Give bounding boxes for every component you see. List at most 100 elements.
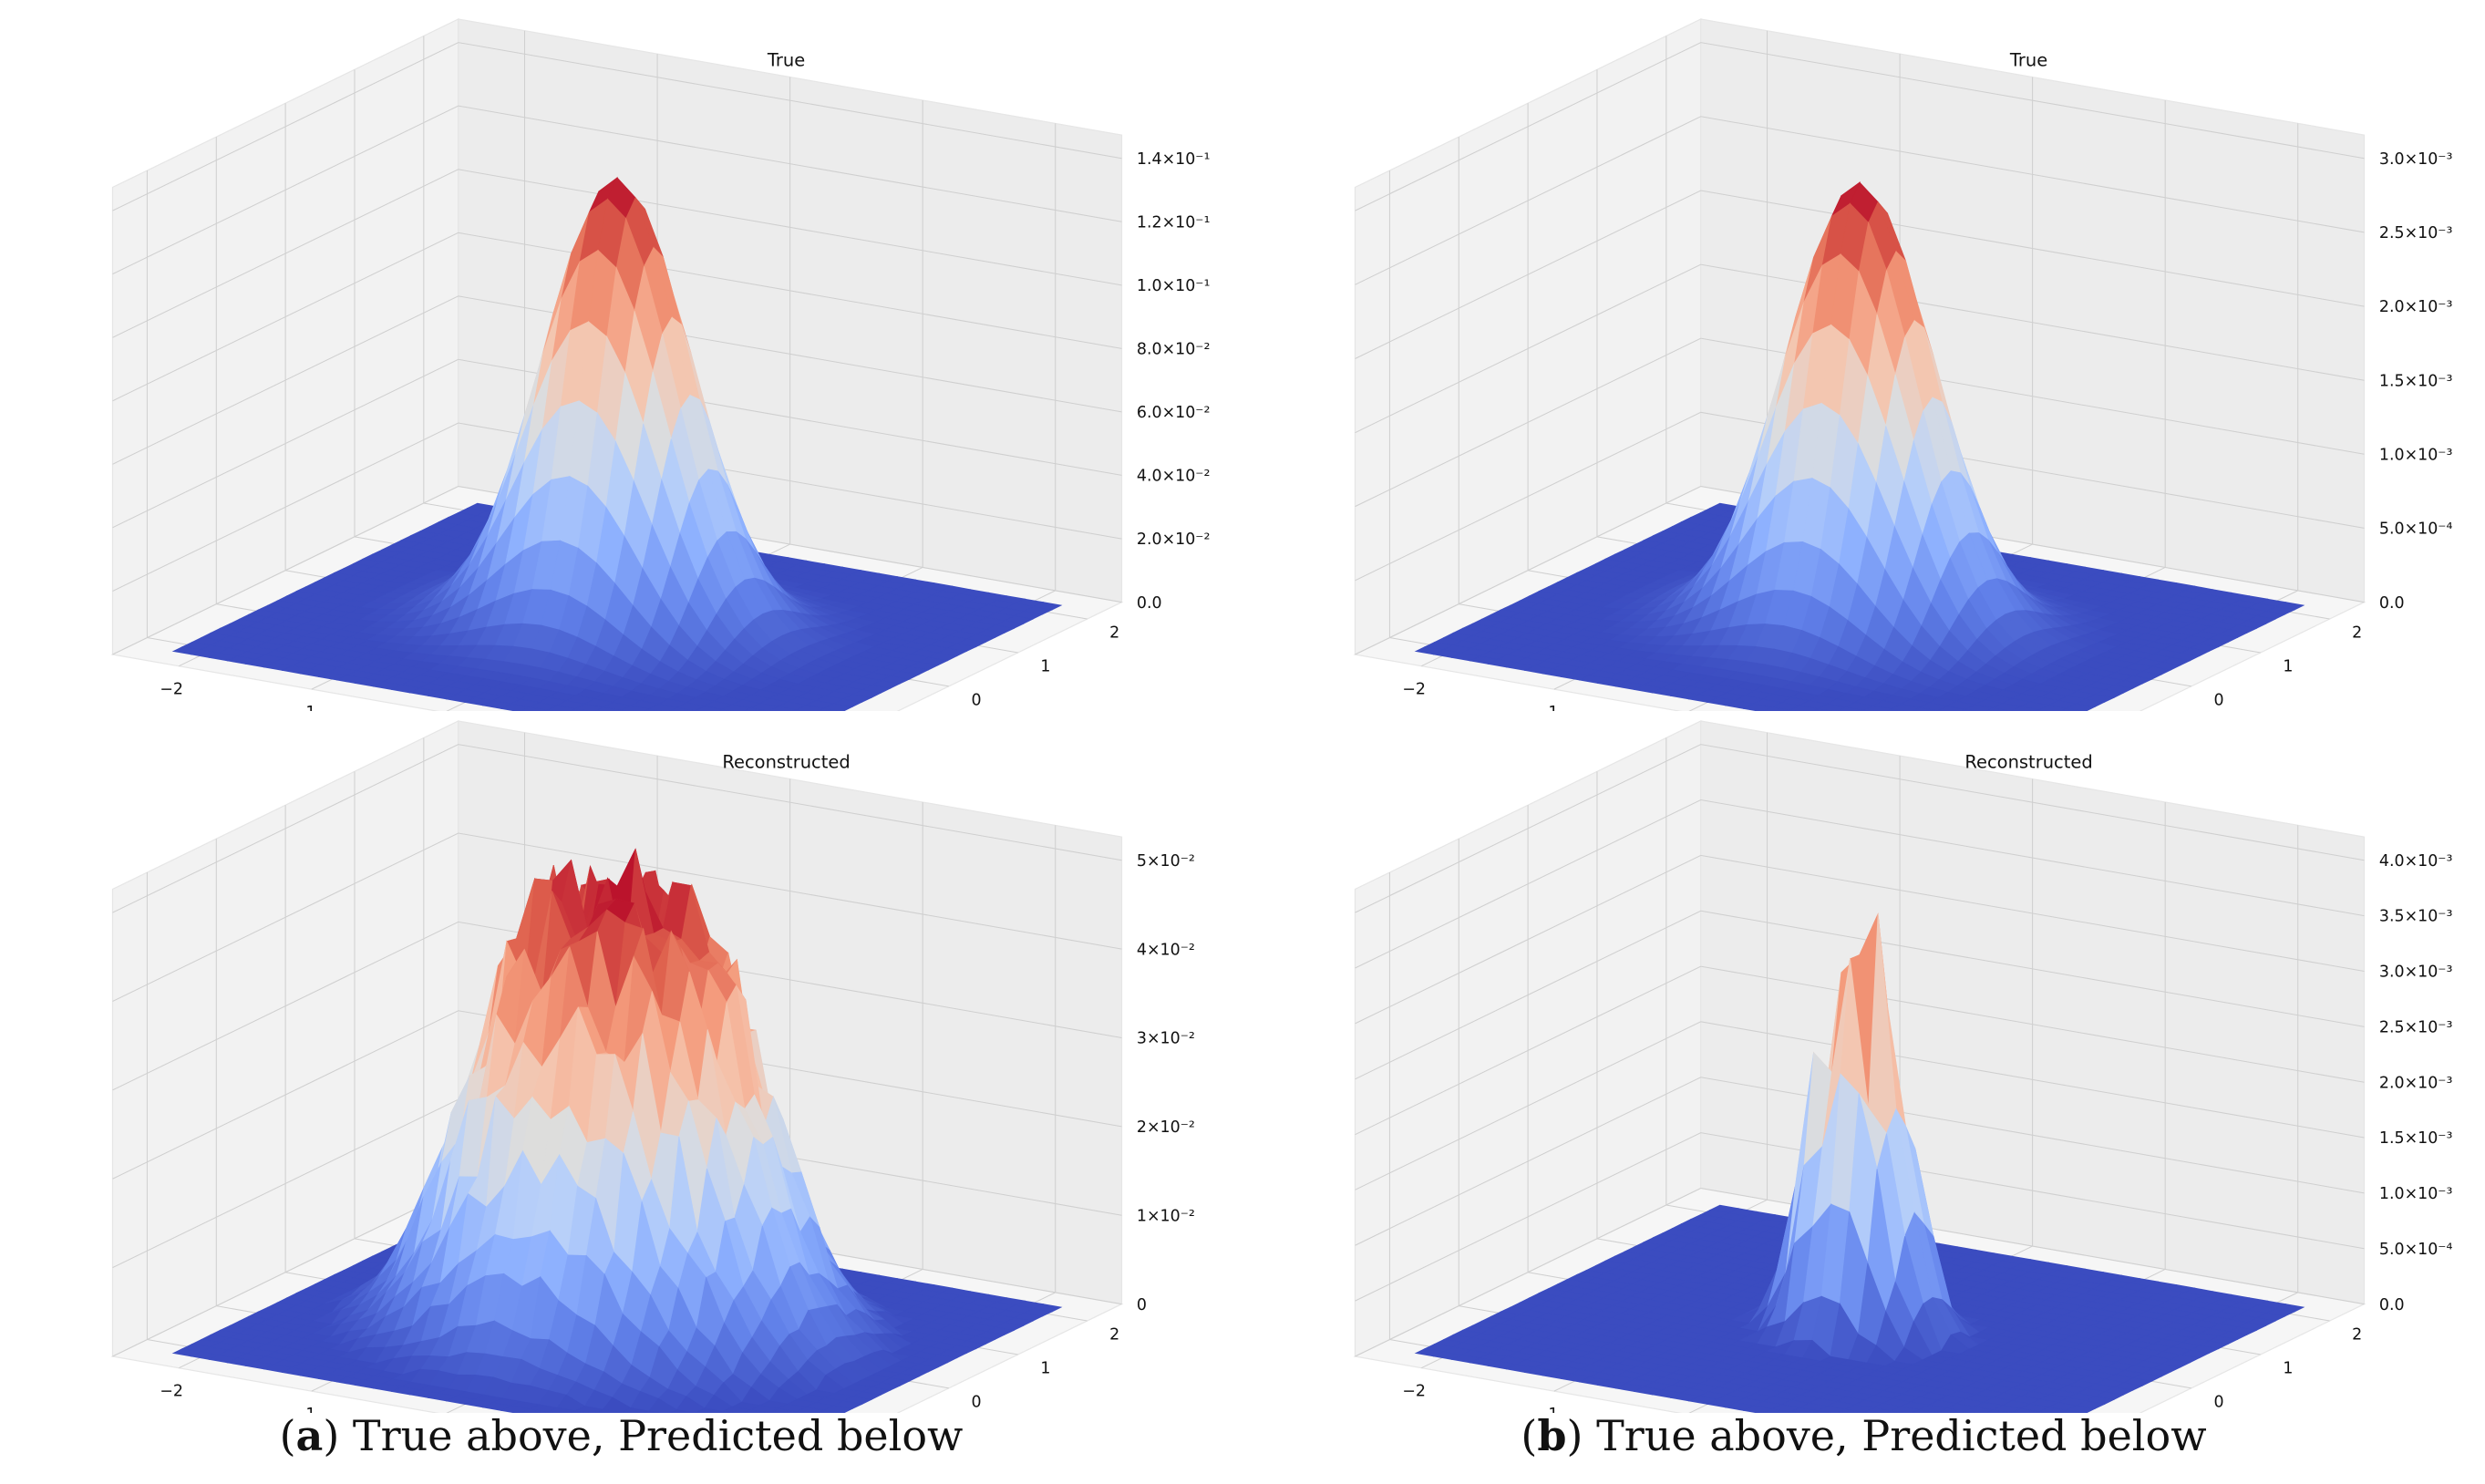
chart-title: True <box>2009 49 2047 70</box>
x-tick-label: −2 <box>1402 680 1426 698</box>
z-tick-label: 5.0×10⁻⁴ <box>2379 520 2453 539</box>
surface-patch <box>1886 708 1904 711</box>
plot-area: −2−1012−2−10120.05.0×10⁻⁴1.0×10⁻³1.5×10⁻… <box>1353 18 2453 711</box>
x-tick-label: −2 <box>160 1382 183 1400</box>
z-tick-label: 1.0×10⁻³ <box>2379 1185 2453 1203</box>
z-tick-label: 2×10⁻² <box>1137 1118 1195 1137</box>
chart-b-true: −2−1012−2−10120.05.0×10⁻⁴1.0×10⁻³1.5×10⁻… <box>1353 18 2453 711</box>
surface-patch <box>669 1409 696 1413</box>
surface-patch <box>644 1410 662 1413</box>
x-tick-label: −1 <box>293 1406 316 1413</box>
y-tick-label: 0 <box>971 691 981 709</box>
z-tick-label: 2.5×10⁻³ <box>2379 1018 2453 1036</box>
grid-line <box>112 832 1122 1002</box>
grid-line <box>112 105 1122 275</box>
y-axis-label: v_y <box>1034 710 1062 711</box>
surface-patch <box>818 707 841 711</box>
z-tick-label: 1.5×10⁻³ <box>2379 372 2453 390</box>
surface-patch <box>2060 707 2084 711</box>
grid-line <box>1355 116 2365 285</box>
z-tick-label: 1×10⁻² <box>1137 1207 1195 1225</box>
surface-patch <box>793 709 805 711</box>
panel-a-reconstructed: −2−1012−2−101201×10⁻²2×10⁻²3×10⁻²4×10⁻²5… <box>0 702 1242 1413</box>
grid-line <box>1355 744 2365 913</box>
grid-line <box>1355 337 2365 508</box>
z-tick-label: 8.0×10⁻² <box>1137 341 1211 359</box>
caption-a-text: True above, Predicted below <box>339 1411 964 1460</box>
surface-patch <box>1985 707 2012 711</box>
z-tick-label: 0.0 <box>2379 594 2405 613</box>
surface <box>1414 180 2305 711</box>
chart-b-reconstructed: −2−1012−2−10120.05.0×10⁻⁴1.0×10⁻³1.5×10⁻… <box>1353 720 2453 1413</box>
grid-line <box>1355 799 2365 969</box>
grid-line <box>112 744 1122 913</box>
z-tick-label: 2.5×10⁻³ <box>2379 224 2453 242</box>
plot-area: −2−1012−2−10120.02.0×10⁻²4.0×10⁻²6.0×10⁻… <box>110 18 1211 711</box>
surface <box>1414 912 2305 1413</box>
z-tick-label: 5.0×10⁻⁴ <box>2379 1241 2453 1259</box>
surface-patch <box>743 1409 769 1413</box>
surface <box>171 176 1063 711</box>
panel-b-reconstructed: −2−1012−2−10120.05.0×10⁻⁴1.0×10⁻³1.5×10⁻… <box>1242 702 2485 1413</box>
z-tick-label: 3.5×10⁻³ <box>2379 908 2453 926</box>
y-tick-label: 1 <box>2283 1359 2293 1377</box>
y-axis-label: v_y <box>1034 1412 1062 1413</box>
grid-line <box>112 921 1122 1091</box>
surface-patch <box>1961 708 1976 711</box>
surface-patch <box>743 707 769 711</box>
grid-line <box>112 295 1122 465</box>
z-tick-label: 4.0×10⁻³ <box>2379 852 2453 871</box>
y-tick-label: 2 <box>2352 1326 2362 1345</box>
y-tick-label: 0 <box>2213 691 2223 709</box>
surface-patch <box>1812 1410 1831 1413</box>
y-tick-label: 0 <box>2213 1393 2223 1411</box>
surface-patch <box>793 1411 805 1413</box>
grid-line <box>1355 263 2365 434</box>
surface-patch <box>1961 1411 1976 1413</box>
z-tick-label: 1.0×10⁻³ <box>2379 446 2453 464</box>
surface-patch <box>644 708 662 711</box>
y-axis-label: v_y <box>2276 1412 2305 1413</box>
x-tick-label: −1 <box>293 704 316 711</box>
caption-b-label: b <box>1537 1411 1567 1460</box>
surface-patch <box>2060 1409 2084 1413</box>
z-tick-label: 6.0×10⁻² <box>1137 404 1211 422</box>
surface-patch <box>1985 1409 2012 1413</box>
x-tick-label: −1 <box>1535 1406 1559 1413</box>
surface-patch <box>1788 709 1796 711</box>
y-tick-label: 2 <box>2352 624 2362 643</box>
grid-line <box>1355 190 2365 359</box>
z-tick-label: 1.5×10⁻³ <box>2379 1129 2453 1148</box>
panel-a-true: −2−1012−2−10120.02.0×10⁻²4.0×10⁻²6.0×10⁻… <box>0 0 1242 711</box>
chart-title: True <box>767 49 805 70</box>
z-tick-label: 5×10⁻² <box>1137 852 1195 871</box>
grid-line <box>1355 485 2365 655</box>
grid-line <box>1355 854 2365 1025</box>
caption-a: (a) True above, Predicted below <box>279 1411 964 1460</box>
chart-title: Reconstructed <box>722 751 850 772</box>
y-tick-label: 1 <box>1040 1359 1050 1377</box>
grid-line <box>1355 42 2365 211</box>
grid-line <box>1355 411 2365 582</box>
caption-a-label: a <box>295 1411 324 1460</box>
caption-b-text: True above, Predicted below <box>1583 1411 2207 1460</box>
z-tick-label: 1.4×10⁻¹ <box>1137 150 1211 169</box>
surface-patch <box>545 1411 553 1413</box>
grid-line <box>112 1010 1122 1180</box>
z-tick-label: 1.2×10⁻¹ <box>1137 213 1211 232</box>
grid-line <box>1355 965 2365 1136</box>
y-tick-label: 2 <box>1109 1326 1119 1345</box>
grid-line <box>112 42 1122 211</box>
z-tick-label: 0.0 <box>1137 594 1162 613</box>
y-tick-label: 2 <box>1109 624 1119 643</box>
y-axis-label: v_y <box>2276 710 2305 711</box>
surface-patch <box>1912 1409 1939 1413</box>
grid-line <box>112 232 1122 402</box>
grid-line <box>112 358 1122 529</box>
y-tick-label: 1 <box>2283 657 2293 675</box>
chart-a-reconstructed: −2−1012−2−101201×10⁻²2×10⁻²3×10⁻²4×10⁻²5… <box>110 720 1195 1413</box>
z-tick-label: 3×10⁻² <box>1137 1030 1195 1048</box>
z-tick-label: 4.0×10⁻² <box>1137 468 1211 486</box>
grid-line <box>112 169 1122 338</box>
grid-line <box>112 422 1122 592</box>
